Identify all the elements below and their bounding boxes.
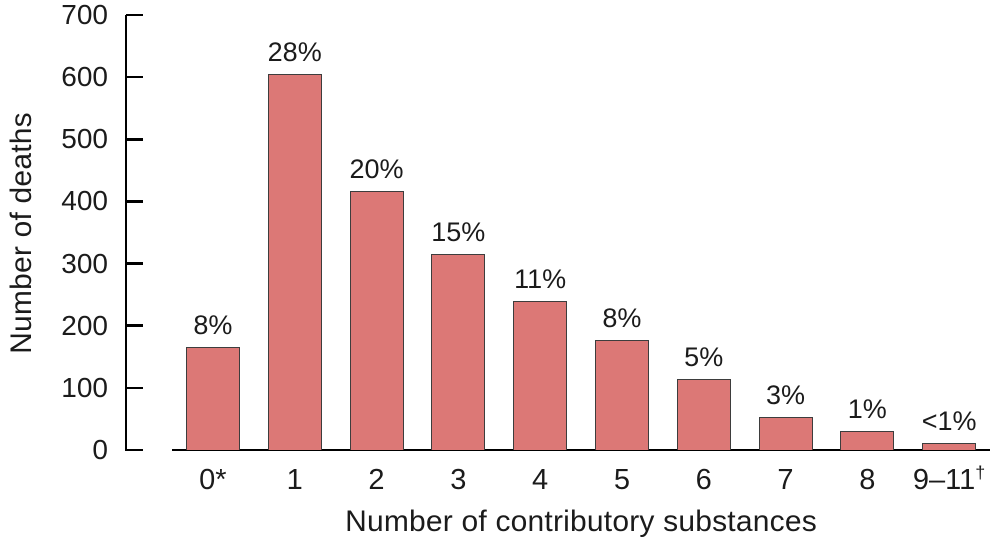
y-tick: [126, 138, 143, 141]
bar-value-label: 11%: [514, 263, 567, 294]
bar-value-label: 15%: [431, 217, 486, 248]
y-tick-label: 500: [61, 123, 108, 155]
x-tick-label: 2: [368, 464, 385, 496]
x-tick-label: 1: [286, 464, 303, 496]
bar: [349, 190, 404, 450]
x-tick-label: 3: [450, 464, 467, 496]
bar: [594, 340, 649, 450]
bar: [840, 431, 895, 450]
x-tick-label: 5: [613, 464, 630, 496]
y-tick-label: 100: [61, 371, 108, 403]
y-tick: [126, 13, 143, 17]
bar: [513, 300, 568, 450]
y-tick-label: 0: [92, 434, 108, 465]
y-tick-label: 200: [61, 309, 108, 341]
x-axis-line: [172, 448, 990, 452]
x-tick-label: 6: [695, 464, 712, 496]
y-tick: [126, 386, 143, 390]
x-axis-title: Number of contributory substances: [345, 505, 817, 538]
bar-value-label: 3%: [765, 380, 806, 411]
bar-value-label: 20%: [349, 153, 404, 184]
bar: [758, 417, 813, 450]
y-tick: [126, 75, 143, 79]
x-tick-label: 9–11†: [912, 462, 986, 496]
bar: [676, 378, 731, 450]
bar: [267, 74, 322, 450]
x-tick-label: 4: [532, 464, 549, 496]
bar-value-label: 1%: [847, 394, 887, 425]
y-tick: [126, 200, 143, 203]
y-axis-line: [124, 15, 128, 452]
bar-value-label: <1%: [921, 405, 977, 436]
y-tick: [126, 324, 143, 327]
y-tick: [126, 448, 143, 452]
y-tick-label: 700: [61, 0, 108, 30]
bar: [185, 347, 240, 450]
x-tick-label: 7: [777, 464, 794, 496]
y-tick-label: 300: [61, 247, 108, 279]
y-tick-label: 400: [61, 185, 108, 217]
bar-value-label: 8%: [602, 303, 642, 333]
x-tick-label: 8: [859, 464, 876, 496]
bar-value-label: 28%: [267, 37, 322, 68]
x-tick-label: 0*: [199, 464, 227, 496]
bar-value-label: 8%: [193, 310, 233, 341]
bar: [922, 442, 977, 450]
y-tick-label: 600: [61, 61, 108, 93]
y-tick: [126, 262, 143, 265]
bar: [431, 254, 486, 450]
bar-value-label: 5%: [684, 341, 724, 372]
